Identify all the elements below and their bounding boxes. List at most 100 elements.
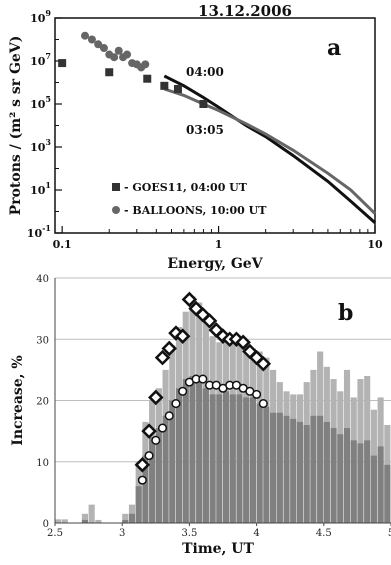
x-tick-label: 0.1 (53, 238, 72, 251)
spectrum-curve (163, 87, 377, 215)
panel-a-ticks (55, 17, 376, 234)
panel-b-axes (54, 278, 391, 526)
x-tick-label: 4 (253, 528, 259, 539)
balloon-point (81, 31, 90, 40)
balloon-point (123, 50, 132, 59)
histogram-bar (364, 440, 371, 523)
panel-a-legend: - GOES11, 04:00 UT - BALLOONS, 10:00 UT (112, 181, 267, 217)
circle-point (157, 423, 168, 433)
panel-a-spectrum-chart: 0.1 1 10 10-1 101 103 105 107 109 13.12.2006 a E… (8, 2, 383, 272)
y-tick-label: 107 (30, 51, 51, 68)
histogram-bar (61, 519, 68, 523)
histogram-bar (310, 415, 317, 523)
circle-point (144, 451, 154, 461)
x-tick-label: 4.5 (316, 528, 332, 539)
histogram-bar (209, 394, 216, 523)
histogram-bar (88, 504, 95, 523)
histogram-bar (276, 412, 283, 523)
diamond-point (181, 291, 198, 308)
balloon-point (114, 46, 123, 55)
goes11-point (143, 74, 152, 83)
balloon-point (87, 35, 96, 44)
histogram-bar (243, 397, 250, 523)
histogram-bar (290, 418, 297, 523)
goes11-point (199, 100, 208, 108)
balloon-point (94, 40, 103, 49)
histogram-bar (182, 379, 189, 523)
histogram-bar (55, 519, 62, 523)
histogram-bar (229, 394, 236, 523)
histogram-bar (128, 513, 136, 523)
histogram-bar (175, 388, 183, 523)
y-tick-label: 109 (30, 8, 51, 25)
y-tick-label: 10-1 (27, 223, 51, 240)
histogram-bar (283, 415, 290, 523)
histogram-bar (377, 446, 384, 523)
panel-a-title: 13.12.2006 (198, 2, 292, 20)
histogram-bar (149, 437, 156, 523)
histogram-bar (330, 428, 337, 523)
histogram-bar (95, 519, 102, 523)
diamond-point (215, 328, 231, 344)
histogram-bar (317, 415, 324, 523)
y-tick-label: 101 (30, 180, 51, 197)
histogram-bar (202, 388, 209, 523)
legend-square-marker (112, 183, 120, 191)
balloon-point (110, 53, 119, 62)
curve-label-0305: 03:05 (186, 123, 224, 137)
x-tick-label: 3.5 (181, 528, 197, 539)
histogram-bar (81, 513, 88, 523)
histogram-bar (263, 406, 270, 523)
circle-point (252, 389, 262, 399)
y-tick-label: 30 (36, 335, 49, 346)
histogram-bar (337, 434, 344, 523)
panel-a-x-axis-label: Energy, GeV (167, 256, 263, 272)
histogram-bar (270, 412, 277, 523)
x-tick-label: 3 (119, 528, 125, 539)
histogram-bar (357, 443, 364, 523)
circle-point (137, 475, 147, 485)
y-tick-label: 20 (36, 397, 49, 408)
panel-a-markers (58, 31, 208, 108)
histogram-bar (189, 376, 196, 523)
diamond-point (154, 349, 171, 366)
balloon-point (141, 60, 150, 69)
histogram-bar (370, 455, 377, 523)
histogram-bar (142, 455, 149, 523)
goes11-point (173, 84, 182, 93)
histogram-bar (256, 403, 263, 523)
y-tick-label: 103 (30, 137, 51, 154)
x-tick-label: 5 (388, 528, 391, 539)
goes11-point (160, 81, 169, 90)
panel-a-curves (163, 74, 377, 224)
circle-point (151, 435, 161, 445)
panel-b-y-axis-label: Increase, % (10, 355, 26, 445)
diamond-point (174, 328, 191, 344)
x-tick-label: 10 (367, 238, 383, 251)
goes11-point (58, 59, 67, 68)
panel-b-x-axis-label: Time, UT (182, 541, 254, 557)
diamond-point (141, 423, 157, 439)
histogram-bar (169, 400, 176, 523)
diamond-point (134, 457, 151, 473)
panel-b-markers (134, 291, 272, 485)
diamond-point (161, 340, 178, 357)
curve-label-0400: 04:00 (186, 65, 224, 79)
panel-b-tick-labels: 2.5 3 3.5 4 4.5 5 0 10 20 30 40 (36, 274, 391, 539)
histogram-bar (249, 397, 256, 523)
y-tick-label: 40 (36, 274, 49, 285)
panel-a-y-axis-label: Protons / (m² s sr GeV) (8, 36, 24, 216)
circle-point (258, 399, 268, 409)
histogram-bar (216, 394, 223, 523)
histogram-bar (81, 519, 88, 523)
histogram-bar (384, 464, 391, 523)
circle-point (164, 411, 174, 421)
circle-point (178, 386, 188, 396)
x-tick-label: 2.5 (47, 528, 63, 539)
histogram-bar (343, 428, 351, 523)
histogram-bar (162, 415, 169, 523)
histogram-bar (296, 421, 304, 523)
circle-point (198, 374, 208, 384)
legend-circle-marker (112, 206, 120, 214)
panel-a-label: a (327, 35, 341, 61)
